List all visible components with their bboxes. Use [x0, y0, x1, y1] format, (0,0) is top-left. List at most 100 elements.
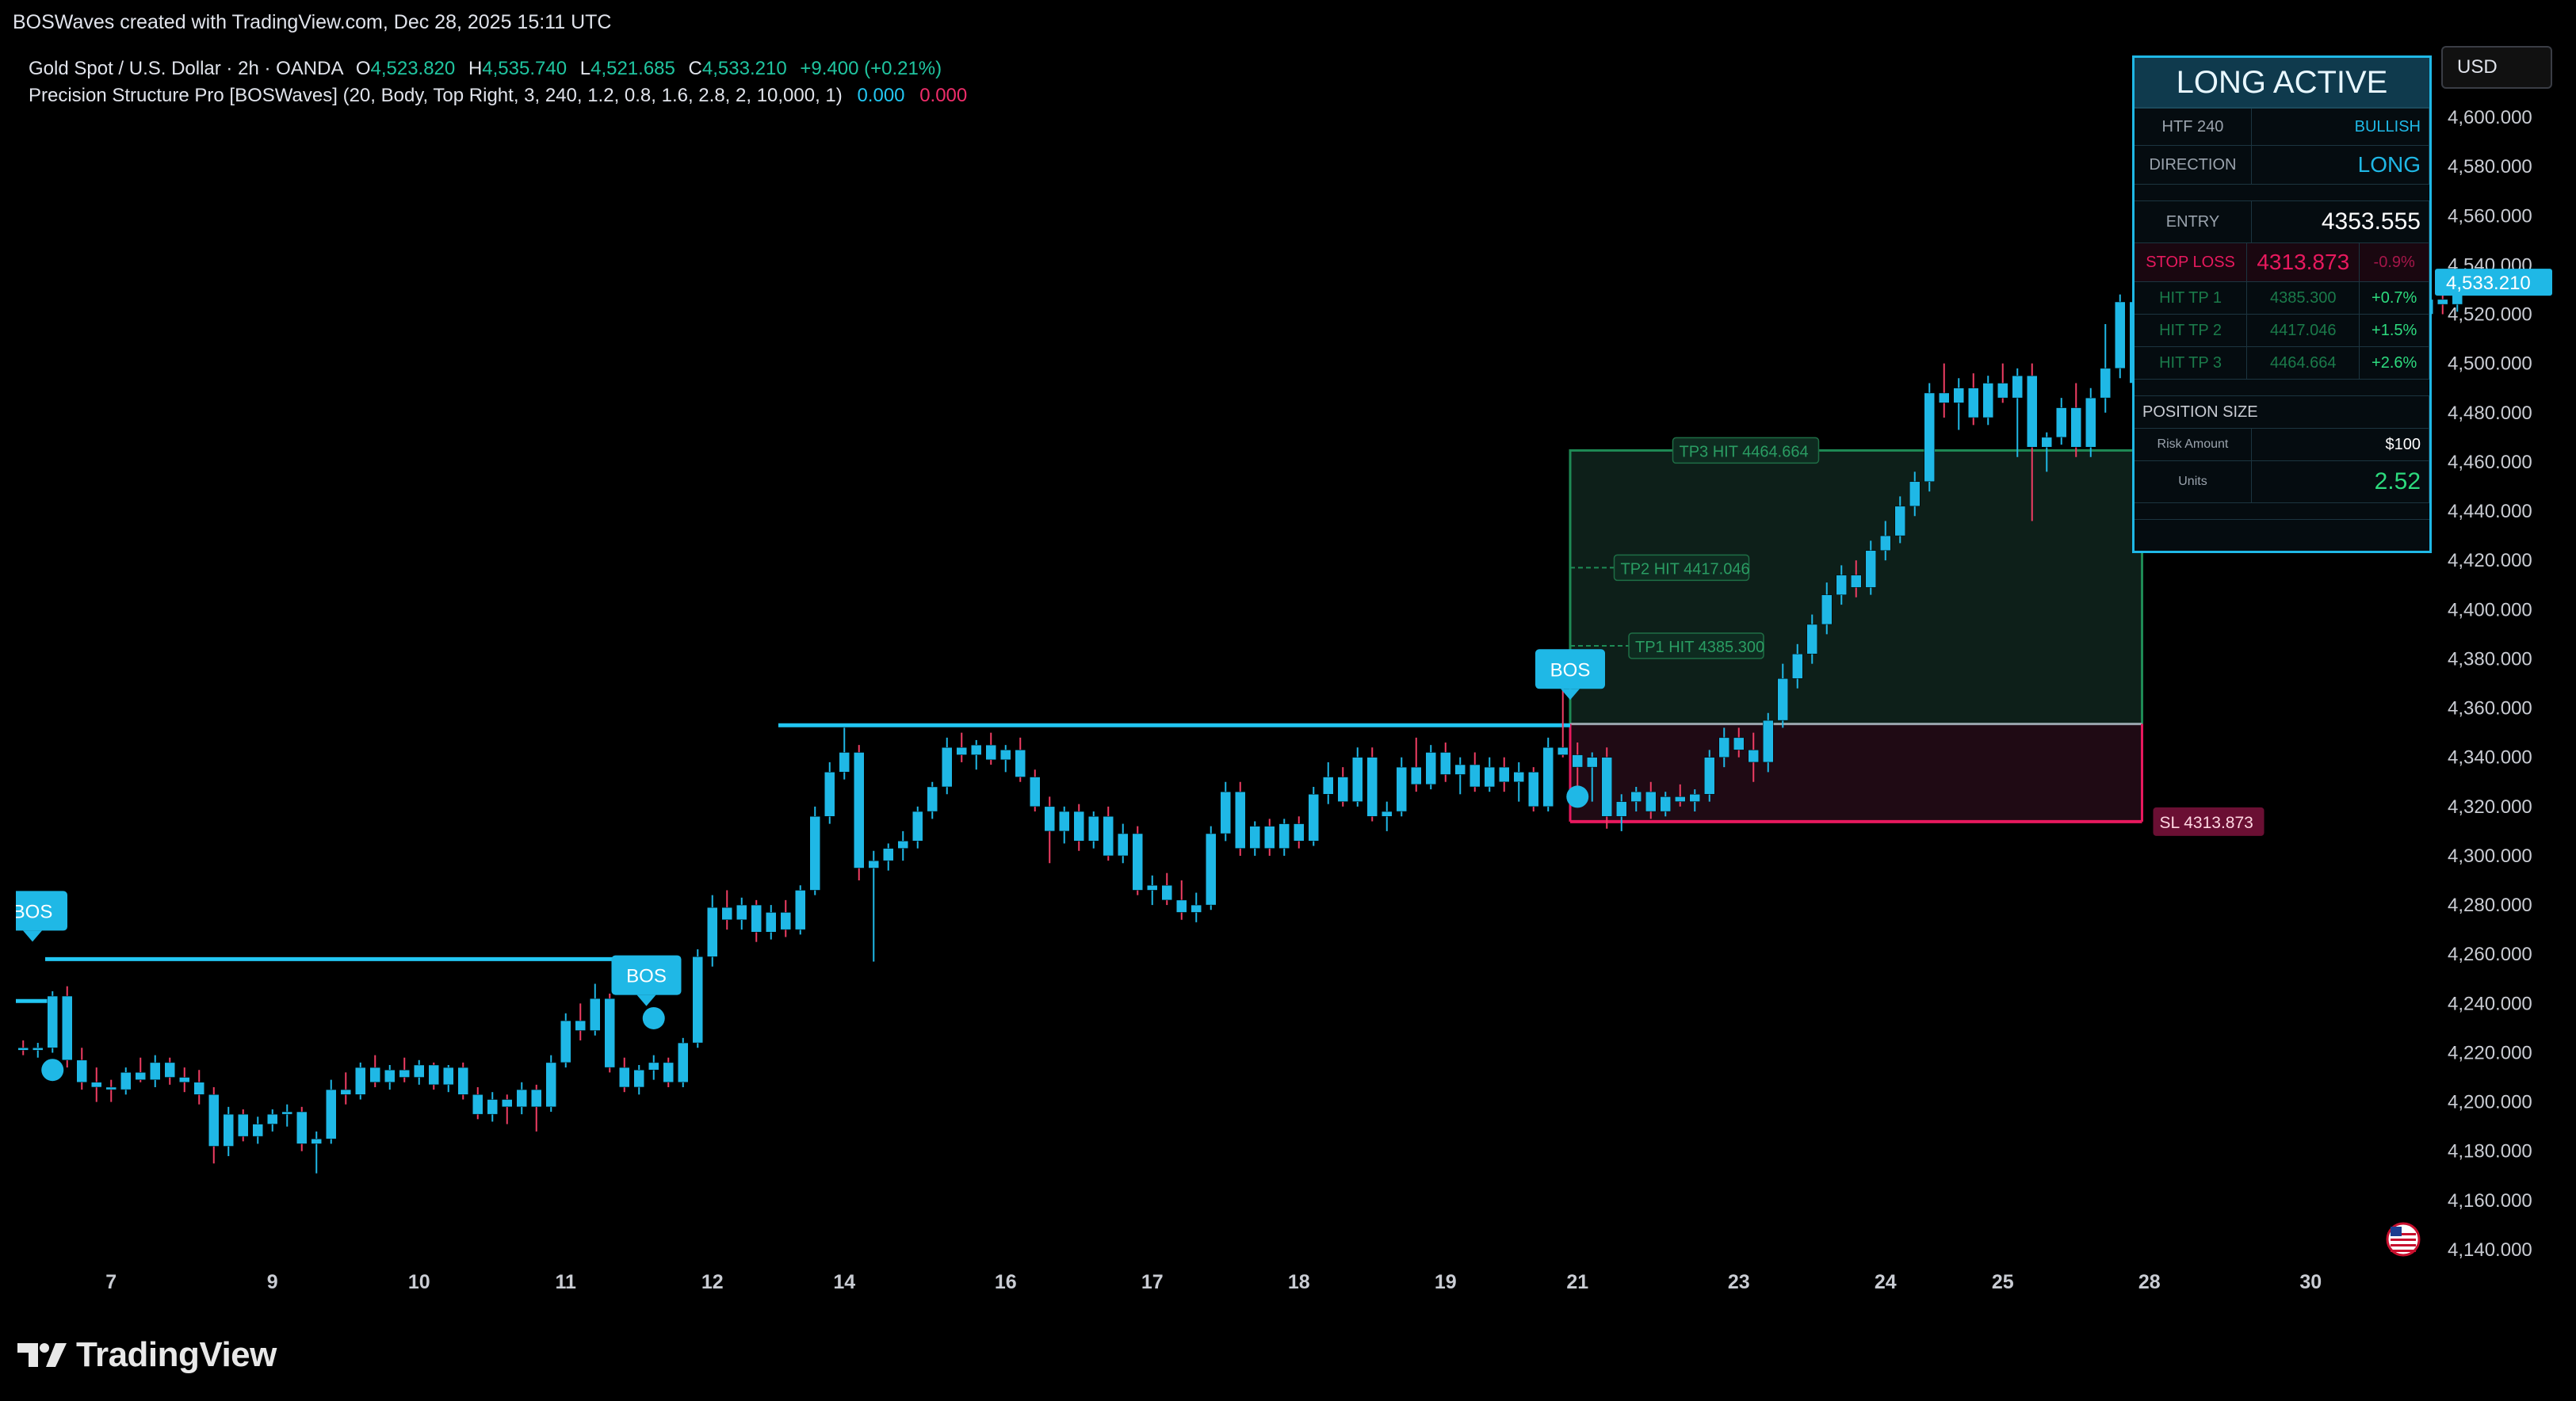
flag-stripe: [2391, 1244, 2416, 1246]
risk-value: $100: [2252, 429, 2429, 460]
candle: [897, 830, 908, 861]
chart-area[interactable]: BOS BOS BOS TP1 HIT 4385.300 TP2 HIT 4417.04…: [0, 43, 2560, 1307]
candle: [472, 1086, 483, 1120]
candle: [1484, 757, 1495, 792]
price-axis: 4,140.000 4,160.000 4,180.000 4,200.000 4,22…: [2435, 107, 2552, 1261]
candle: [1132, 826, 1143, 895]
time-tick-label: 18: [1288, 1271, 1310, 1293]
candle-body: [91, 1082, 102, 1088]
candle: [1044, 796, 1055, 864]
candle-body: [1528, 772, 1539, 807]
signal-dot: [642, 1006, 665, 1029]
candle: [208, 1086, 220, 1164]
flag-stripe: [2391, 1239, 2416, 1241]
candle: [47, 991, 58, 1053]
panel-rows: HTF 240 BULLISH DIRECTION LONG ENTRY 4353.555…: [2135, 109, 2429, 520]
tp-value: 4464.664: [2247, 347, 2360, 379]
candle-body: [1396, 766, 1407, 812]
candle: [1865, 540, 1876, 595]
candle-body: [296, 1111, 308, 1144]
signal-dot: [41, 1059, 64, 1082]
candle-body: [648, 1062, 659, 1071]
symbol-label[interactable]: Gold Spot / U.S. Dollar · 2h · OANDA: [29, 58, 343, 79]
candle-body: [2041, 437, 2052, 448]
candle: [868, 850, 879, 962]
candlestick-chart[interactable]: BOS BOS BOS TP1 HIT 4385.300 TP2 HIT 4417.04…: [0, 43, 2560, 1307]
candle: [531, 1084, 542, 1132]
candle-body: [633, 1069, 644, 1088]
bos-label: BOS: [0, 891, 67, 942]
signal-dot: [1566, 785, 1589, 808]
candle-body: [120, 1072, 132, 1090]
candle-body: [1059, 811, 1070, 832]
candle: [2041, 432, 2052, 472]
direction-value: LONG: [2252, 146, 2429, 184]
candle-body: [1278, 823, 1290, 849]
candle-body: [1572, 754, 1583, 768]
candle-body: [839, 752, 850, 773]
time-tick-label: 12: [701, 1271, 724, 1293]
candle-body: [1352, 757, 1363, 802]
candle-body: [223, 1113, 234, 1147]
footer: TradingView: [17, 1331, 277, 1379]
price-tick-label: 4,480.000: [2448, 403, 2532, 424]
candle-body: [1689, 794, 1700, 802]
candle-body: [985, 744, 996, 761]
candle: [369, 1055, 380, 1087]
candle: [1382, 801, 1393, 831]
currency-button[interactable]: USD: [2441, 46, 2552, 89]
panel-row-tp: HIT TP 1 4385.300 +0.7%: [2135, 282, 2429, 315]
low-label: L: [579, 58, 591, 79]
candle: [1337, 767, 1348, 807]
candle-body: [1088, 816, 1099, 842]
candle-body: [678, 1042, 689, 1083]
candle: [633, 1065, 644, 1095]
candle: [105, 1079, 117, 1102]
candle-body: [1147, 884, 1158, 891]
candle: [267, 1109, 278, 1132]
sl-label: SL 4313.873: [2153, 807, 2265, 836]
price-tick-label: 4,140.000: [2448, 1239, 2532, 1261]
candle: [1396, 757, 1407, 817]
candle-body: [1366, 757, 1378, 817]
candle-body: [414, 1064, 425, 1078]
price-tick-label: 4,400.000: [2448, 599, 2532, 620]
candle-body: [1030, 777, 1041, 807]
candle: [1748, 732, 1759, 782]
candle: [1147, 875, 1158, 906]
candle: [1689, 789, 1700, 812]
price-tick-label: 4,160.000: [2448, 1190, 2532, 1212]
price-tick-label: 4,340.000: [2448, 747, 2532, 769]
candle: [1675, 784, 1686, 807]
candle-body: [1000, 750, 1011, 761]
candle-body: [281, 1111, 292, 1115]
candle-body: [604, 998, 615, 1068]
bos-label-pointer: [636, 994, 656, 1006]
candle: [883, 843, 894, 871]
candle-body: [1264, 826, 1275, 849]
candle-body: [927, 786, 938, 812]
candle-body: [868, 860, 879, 868]
candle-body: [1015, 750, 1026, 777]
panel-row-stop: STOP LOSS 4313.873 -0.9%: [2135, 243, 2429, 282]
tp-label-text: TP1 HIT 4385.300: [1635, 639, 1764, 656]
candle: [1030, 769, 1041, 812]
candle: [2115, 294, 2126, 379]
price-tick-label: 4,440.000: [2448, 501, 2532, 522]
candle-body: [340, 1089, 351, 1095]
candle-body: [1777, 678, 1788, 721]
legend-symbol-line: Gold Spot / U.S. Dollar · 2h · OANDA O4,…: [29, 55, 967, 82]
candle: [956, 732, 967, 762]
candle-body: [1821, 594, 1833, 625]
time-tick-label: 7: [105, 1271, 117, 1293]
indicator-label[interactable]: Precision Structure Pro [BOSWaves] (20, …: [29, 85, 843, 106]
candle: [238, 1109, 249, 1142]
candle: [516, 1082, 527, 1115]
tp-label-box: [1628, 632, 1764, 659]
bos-label-box: [1535, 649, 1605, 689]
candle-body: [502, 1099, 513, 1108]
time-tick-label: 25: [1992, 1271, 2014, 1293]
risk-label: Risk Amount: [2135, 429, 2252, 460]
candle-body: [1939, 392, 1950, 403]
